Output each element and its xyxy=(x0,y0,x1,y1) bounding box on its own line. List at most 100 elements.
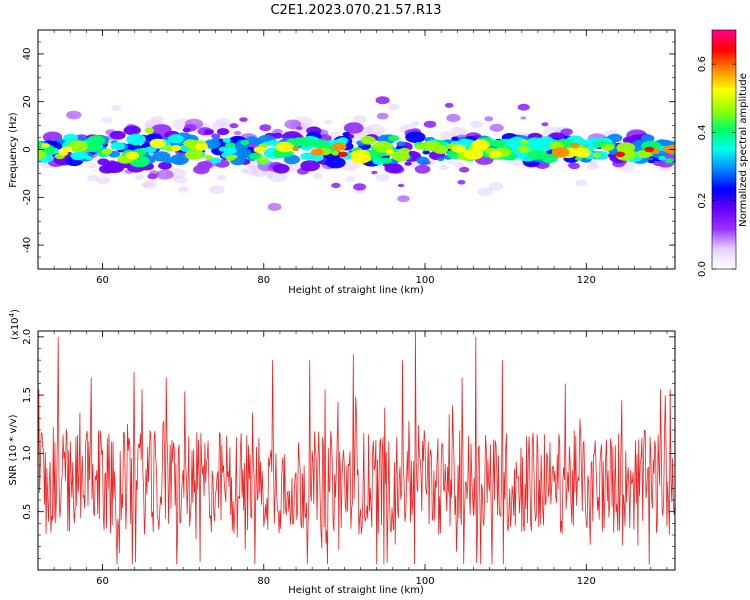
heatmap-cell xyxy=(459,166,470,173)
heatmap-cell xyxy=(83,142,101,153)
heatmap-cell xyxy=(446,113,461,123)
heatmap-cell xyxy=(375,96,390,105)
heatmap-cell xyxy=(197,160,213,170)
heatmap-cell xyxy=(376,112,389,120)
heatmap-cell xyxy=(337,151,348,158)
heatmap-cell xyxy=(177,186,189,193)
heatmap-cell xyxy=(396,141,406,147)
x-tick-label: 60 xyxy=(96,576,109,587)
snr-ylabel: SNR (10 * v/v) xyxy=(8,414,19,485)
heatmap-cell xyxy=(312,173,323,180)
heatmap-cell xyxy=(491,139,506,148)
x-tick-label: 120 xyxy=(577,576,596,587)
y-tick-label: 20 xyxy=(22,95,33,108)
heatmap-cell xyxy=(156,169,174,180)
heatmap-cell xyxy=(225,155,235,161)
heatmap-cell xyxy=(218,146,228,152)
heatmap-cell xyxy=(622,136,637,145)
snr-frame xyxy=(37,330,676,571)
heatmap-cell xyxy=(158,161,172,170)
heatmap-cell xyxy=(471,139,490,150)
heatmap-cell xyxy=(325,157,346,169)
heatmap-cell xyxy=(67,140,89,153)
heatmap-cell xyxy=(144,127,155,134)
heatmap-cell xyxy=(453,161,464,168)
heatmap-cell xyxy=(63,133,79,143)
heatmap-cell xyxy=(519,139,529,145)
heatmap-cell xyxy=(397,195,410,203)
heatmap-cell xyxy=(312,139,330,149)
heatmap-cell xyxy=(380,157,392,164)
heatmap-cell xyxy=(331,182,341,189)
y-tick-label: 2.0 xyxy=(22,329,33,345)
heatmap-cell xyxy=(99,164,115,174)
heatmap-cell xyxy=(342,132,351,137)
heatmap-cell xyxy=(411,121,420,126)
heatmap-cell xyxy=(324,119,333,125)
heatmap-cell xyxy=(203,139,221,149)
heatmap-cell xyxy=(337,137,349,144)
colorbar-tick-label: 0.6 xyxy=(697,56,708,72)
heatmap-cell xyxy=(352,115,367,124)
heatmap-cell xyxy=(210,157,222,164)
heatmap-cell xyxy=(517,103,530,111)
heatmap-cell xyxy=(212,136,220,142)
spectrogram-ticks: 60 80 100 120 -40 -20 0 20 40 xyxy=(22,29,675,286)
heatmap-cell xyxy=(204,154,213,160)
heatmap-cell xyxy=(385,149,395,155)
heatmap-cell xyxy=(272,132,283,139)
heatmap-cell xyxy=(310,148,324,156)
heatmap-cell xyxy=(131,140,141,146)
y-tick-label: 1.5 xyxy=(22,387,33,403)
heatmap-cell xyxy=(125,151,140,160)
snr-xlabel: Height of straight line (km) xyxy=(288,585,424,596)
heatmap-cell xyxy=(414,144,424,150)
heatmap-cell xyxy=(451,136,460,142)
colorbar-ticks: 0.0 0.2 0.4 0.6 xyxy=(697,56,736,277)
heatmap-cell xyxy=(296,126,303,130)
heatmap-cell xyxy=(292,147,300,152)
heatmap-cell xyxy=(488,182,504,191)
heatmap-cell xyxy=(387,103,400,111)
heatmap-cell xyxy=(640,134,655,143)
spectrogram-xlabel: Height of straight line (km) xyxy=(288,285,424,296)
heatmap-cell xyxy=(284,119,302,130)
heatmap-cell xyxy=(573,148,591,158)
heatmap-cell xyxy=(560,128,573,136)
heatmap-cell xyxy=(570,142,580,148)
spectrogram-ylabel: Frequency (Hz) xyxy=(8,112,19,188)
heatmap-cell xyxy=(372,141,393,153)
heatmap-cell xyxy=(439,164,449,170)
x-tick-label: 120 xyxy=(577,275,596,286)
heatmap-cell xyxy=(489,123,504,132)
x-tick-label: 100 xyxy=(415,576,434,587)
heatmap-cell xyxy=(423,120,437,128)
snr-series-line xyxy=(38,331,675,565)
heatmap-cell xyxy=(240,168,249,174)
heatmap-cell xyxy=(97,158,110,166)
heatmap-cell xyxy=(149,138,166,149)
heatmap-cell xyxy=(185,149,203,160)
heatmap-cell xyxy=(517,145,531,153)
heatmap-cell xyxy=(384,163,403,174)
heatmap-cell xyxy=(253,146,265,153)
heatmap-cell xyxy=(101,117,113,124)
heatmap-cell xyxy=(300,160,320,172)
heatmap-cell xyxy=(38,150,47,160)
y-tick-label: -40 xyxy=(22,237,33,253)
svg-text:(x104): (x104) xyxy=(8,309,21,340)
heatmap-cell xyxy=(488,151,502,159)
heatmap-cell xyxy=(147,173,158,180)
heatmap-cell xyxy=(150,115,164,124)
x-tick-label: 80 xyxy=(257,275,270,286)
heatmap-cell xyxy=(529,149,548,160)
heatmap-cell xyxy=(574,156,583,161)
heatmap-cell xyxy=(110,142,126,151)
colorbar-tick-label: 0.2 xyxy=(697,193,708,209)
heatmap-cell xyxy=(375,173,390,182)
heatmap-cell xyxy=(510,158,524,166)
heatmap-cell xyxy=(233,130,242,136)
heatmap-cell xyxy=(259,124,272,132)
heatmap-cell xyxy=(448,160,456,165)
